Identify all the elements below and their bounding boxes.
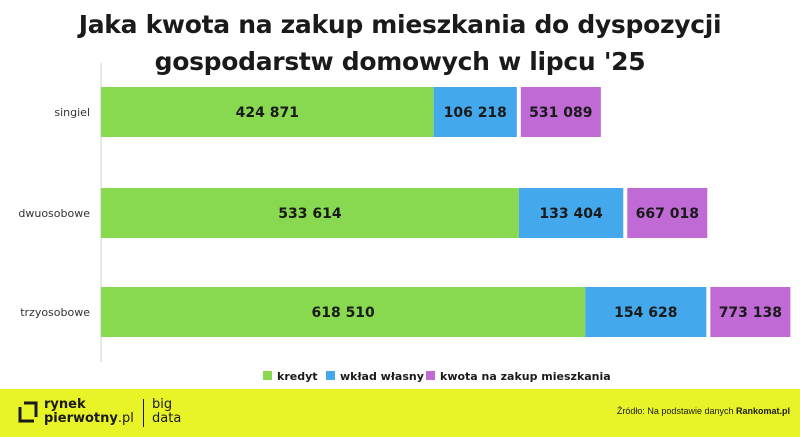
bar-wkład-własny [585, 287, 707, 337]
big-data-line-1: big [152, 397, 173, 412]
logo-rynek-pierwotny: rynek pierwotny.pl [44, 398, 134, 426]
data-label: 618 510 [311, 305, 375, 321]
source-prefix: Źródło: Na podstawie danych [616, 406, 736, 416]
category-label: dwuosobowe [18, 207, 90, 220]
legend-label: kredyt [277, 370, 318, 383]
category-label: singiel [54, 106, 90, 119]
bar-wkład-własny [433, 87, 517, 137]
logo-line-2: pierwotny [44, 411, 118, 426]
data-label: 133 404 [539, 206, 603, 222]
logo-big-data: big data [152, 398, 181, 426]
legend-label: wkład własny [340, 370, 424, 383]
bar-kredyt [101, 87, 434, 137]
bar-kwota-na-zakup-mieszkania [710, 287, 791, 337]
bar-chart: singiel 424 871 106 218 531 089 dwuosobowe 53… [18, 63, 791, 383]
category-label: trzyosobowe [20, 306, 90, 319]
source-note: Źródło: Na podstawie danych Rankomat.pl [617, 406, 790, 416]
logo-domain: .pl [117, 411, 134, 426]
legend-swatch [426, 371, 435, 380]
chart-title-line-1: Jaka kwota na zakup mieszkania do dyspoz… [78, 10, 722, 39]
chart-title: Jaka kwota na zakup mieszkania do dyspoz… [0, 6, 800, 80]
logo-line-1: rynek [44, 397, 86, 412]
logo-divider [143, 399, 144, 427]
data-label: 533 614 [278, 206, 342, 222]
footer-bar: rynek pierwotny.pl big data Źródło: Na p… [0, 389, 800, 437]
big-data-line-2: data [152, 411, 182, 426]
chart-title-line-2: gospodarstw domowych w lipcu '25 [154, 47, 646, 76]
data-label: 154 628 [614, 305, 677, 321]
bar-wkład-własny [518, 188, 624, 238]
data-label: 424 871 [236, 105, 299, 121]
source-name: Rankomat.pl [735, 406, 790, 416]
bar-kwota-na-zakup-mieszkania [520, 87, 601, 137]
data-label: 106 218 [444, 105, 507, 121]
legend-label: kwota na zakup mieszkania [440, 370, 611, 383]
logo-mark-icon [18, 401, 38, 423]
legend-swatch [263, 371, 272, 380]
data-label: 531 089 [529, 105, 592, 121]
data-label: 667 018 [636, 206, 699, 222]
legend-swatch [326, 371, 335, 380]
bar-kwota-na-zakup-mieszkania [627, 188, 708, 238]
data-label: 773 138 [719, 305, 782, 321]
bar-kredyt [101, 287, 586, 337]
bar-kredyt [101, 188, 519, 238]
